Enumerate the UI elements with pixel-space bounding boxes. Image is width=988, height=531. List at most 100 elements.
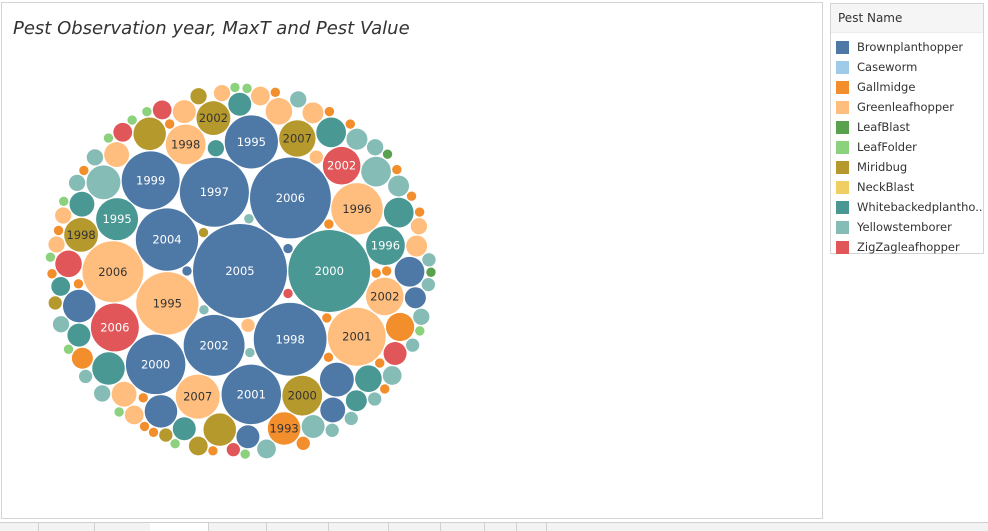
bubble-circle[interactable] [196, 101, 231, 136]
bubble-circle[interactable] [73, 279, 84, 289]
sheet-tab[interactable] [516, 523, 547, 531]
bubble-circle[interactable] [257, 439, 276, 459]
bubble-circle[interactable] [383, 341, 407, 365]
bubble-circle[interactable] [68, 174, 86, 191]
bubble-mark[interactable] [319, 362, 354, 397]
legend-item[interactable]: Caseworm [831, 57, 983, 77]
bubble-circle[interactable] [426, 267, 436, 277]
bubble-circle[interactable] [59, 196, 69, 207]
bubble-circle[interactable] [421, 277, 435, 292]
bubble-mark[interactable]: 2002 [196, 101, 231, 136]
bubble-circle[interactable] [224, 115, 278, 169]
bubble-mark[interactable] [415, 326, 425, 336]
bubble-mark[interactable] [296, 436, 310, 450]
legend-item[interactable]: Gallmidge [831, 77, 983, 97]
bubble-circle[interactable] [92, 352, 125, 385]
bubble-circle[interactable] [322, 313, 332, 323]
bubble-mark[interactable]: 1995 [136, 272, 199, 335]
bubble-mark[interactable] [71, 347, 93, 369]
bubble-circle[interactable] [228, 92, 252, 116]
bubble-mark[interactable] [236, 425, 260, 449]
bubble-mark[interactable] [257, 439, 276, 459]
bubble-circle[interactable] [53, 225, 64, 236]
bubble-circle[interactable] [240, 449, 250, 459]
bubble-circle[interactable] [55, 207, 72, 224]
legend-item[interactable]: LeafFolder [831, 137, 983, 157]
bubble-circle[interactable] [172, 417, 196, 441]
bubble-mark[interactable] [345, 119, 355, 129]
bubble-circle[interactable] [366, 226, 405, 265]
bubble-circle[interactable] [413, 308, 430, 325]
bubble-circle[interactable] [144, 395, 178, 428]
bubble-mark[interactable] [226, 443, 240, 457]
bubble-mark[interactable] [139, 421, 150, 432]
bubble-mark[interactable] [250, 86, 270, 106]
bubble-circle[interactable] [250, 86, 270, 106]
bubble-circle[interactable] [208, 446, 218, 456]
bubble-mark[interactable] [283, 243, 293, 254]
bubble-circle[interactable] [367, 139, 384, 156]
bubble-circle[interactable] [136, 272, 199, 335]
bubble-mark[interactable]: 1996 [331, 183, 383, 235]
bubble-circle[interactable] [221, 364, 282, 425]
bubble-mark[interactable] [59, 196, 69, 207]
bubble-mark[interactable]: 1998 [165, 124, 206, 165]
bubble-circle[interactable] [114, 407, 124, 417]
bubble-circle[interactable] [302, 102, 324, 124]
bubble-mark[interactable] [203, 413, 237, 446]
bubble-mark[interactable] [113, 122, 133, 142]
bubble-circle[interactable] [346, 128, 368, 150]
bubble-circle[interactable] [82, 241, 144, 303]
bubble-circle[interactable] [63, 344, 74, 354]
sheet-tab[interactable] [484, 523, 517, 531]
bubble-mark[interactable] [47, 269, 57, 279]
bubble-mark[interactable]: 2007 [175, 374, 220, 419]
bubble-circle[interactable] [283, 243, 293, 254]
bubble-circle[interactable] [183, 314, 245, 376]
bubble-mark[interactable]: 2006 [82, 241, 144, 303]
bubble-circle[interactable] [113, 122, 133, 142]
bubble-mark[interactable] [388, 175, 410, 197]
bubble-mark[interactable] [380, 384, 390, 394]
bubble-mark[interactable] [383, 341, 407, 365]
bubble-mark[interactable] [413, 308, 430, 325]
bubble-circle[interactable] [394, 256, 425, 287]
bubble-circle[interactable] [188, 436, 208, 456]
bubble-mark[interactable]: 2001 [327, 307, 386, 366]
bubble-circle[interactable] [213, 85, 231, 102]
bubble-mark[interactable] [265, 98, 293, 125]
bubble-mark[interactable]: 2000 [282, 375, 323, 416]
bubble-mark[interactable] [133, 117, 166, 151]
bubble-mark[interactable] [114, 407, 124, 417]
bubble-mark[interactable]: 1997 [179, 157, 249, 227]
bubble-circle[interactable] [182, 266, 192, 276]
bubble-circle[interactable] [69, 191, 95, 217]
bubble-circle[interactable] [368, 392, 382, 406]
bubble-mark[interactable] [79, 165, 89, 176]
bubble-circle[interactable] [86, 149, 104, 166]
bubble-circle[interactable] [241, 318, 255, 333]
bubble-mark[interactable] [62, 289, 96, 323]
bubble-mark[interactable] [51, 277, 71, 296]
bubble-mark[interactable] [414, 207, 425, 217]
bubble-mark[interactable] [385, 312, 415, 342]
bubble-mark[interactable] [104, 142, 130, 168]
bubble-circle[interactable] [322, 146, 361, 185]
bubble-mark[interactable] [230, 82, 240, 93]
bubble-mark[interactable] [52, 316, 70, 333]
bubble-circle[interactable] [142, 107, 152, 117]
bubble-circle[interactable] [388, 175, 410, 197]
bubble-circle[interactable] [253, 302, 327, 376]
bubble-mark[interactable] [325, 423, 339, 437]
bubble-mark[interactable] [152, 100, 172, 120]
bubble-circle[interactable] [324, 219, 334, 229]
bubble-mark[interactable] [208, 446, 218, 456]
legend-item[interactable]: ZigZagleafhopper [831, 237, 983, 257]
sheet-tab[interactable] [0, 523, 39, 531]
bubble-mark[interactable] [207, 140, 225, 157]
bubble-mark[interactable] [48, 236, 65, 253]
bubble-mark[interactable] [375, 358, 385, 368]
bubble-mark[interactable]: 1995 [224, 115, 278, 169]
bubble-mark[interactable] [371, 268, 381, 278]
bubble-circle[interactable] [331, 183, 383, 235]
